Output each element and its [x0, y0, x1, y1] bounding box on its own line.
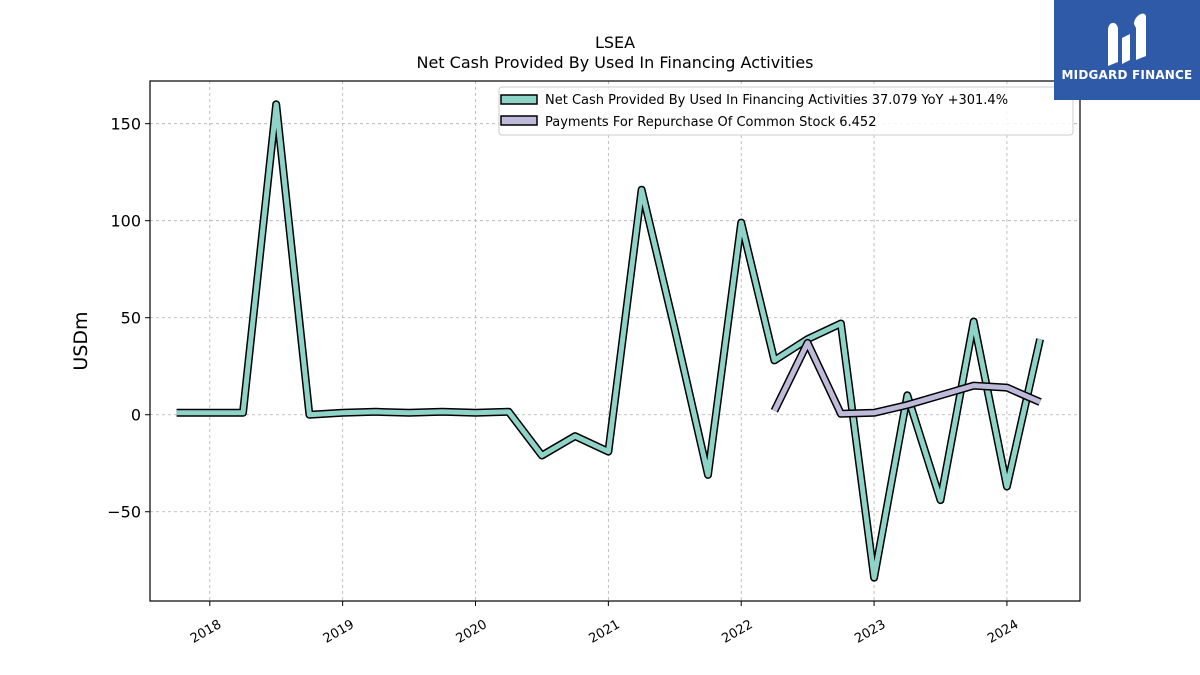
series-line-repurchase [772, 340, 1042, 417]
x-tick-label: 2023 [852, 617, 888, 647]
series-layer [176, 100, 1045, 582]
y-tick-label: 50 [121, 309, 141, 328]
x-tick-label: 2024 [985, 617, 1021, 647]
brand-logo: MIDGARD FINANCE [1054, 0, 1200, 100]
legend-box [498, 86, 1074, 136]
x-tick-label: 2021 [587, 617, 623, 647]
brand-mark-icon [1108, 13, 1146, 66]
brand-name: MIDGARD FINANCE [1061, 68, 1193, 82]
x-tick-label: 2020 [454, 617, 490, 647]
y-tick-label: −50 [107, 503, 141, 522]
chart-title: LSEA [595, 33, 635, 52]
legend-swatch-net-cash [500, 94, 538, 105]
x-tick-label: 2022 [719, 617, 755, 647]
x-tick-label: 2019 [321, 617, 357, 647]
legend-label-net-cash: Net Cash Provided By Used In Financing A… [545, 93, 1008, 108]
plot-area-frame [149, 80, 1081, 602]
series-line-net-cash [176, 101, 1043, 581]
y-tick-label: 150 [110, 115, 141, 134]
legend-label-repurchase: Payments For Repurchase Of Common Stock … [545, 115, 876, 130]
x-tick-label: 2018 [188, 617, 224, 647]
legend: Net Cash Provided By Used In Financing A… [498, 86, 1074, 136]
chart-subtitle: Net Cash Provided By Used In Financing A… [416, 53, 813, 72]
legend-swatch-repurchase [500, 115, 538, 126]
grid [150, 81, 1080, 601]
y-tick-label: 0 [131, 406, 141, 425]
y-axis-label: USDm [70, 311, 92, 370]
y-tick-label: 100 [110, 212, 141, 231]
